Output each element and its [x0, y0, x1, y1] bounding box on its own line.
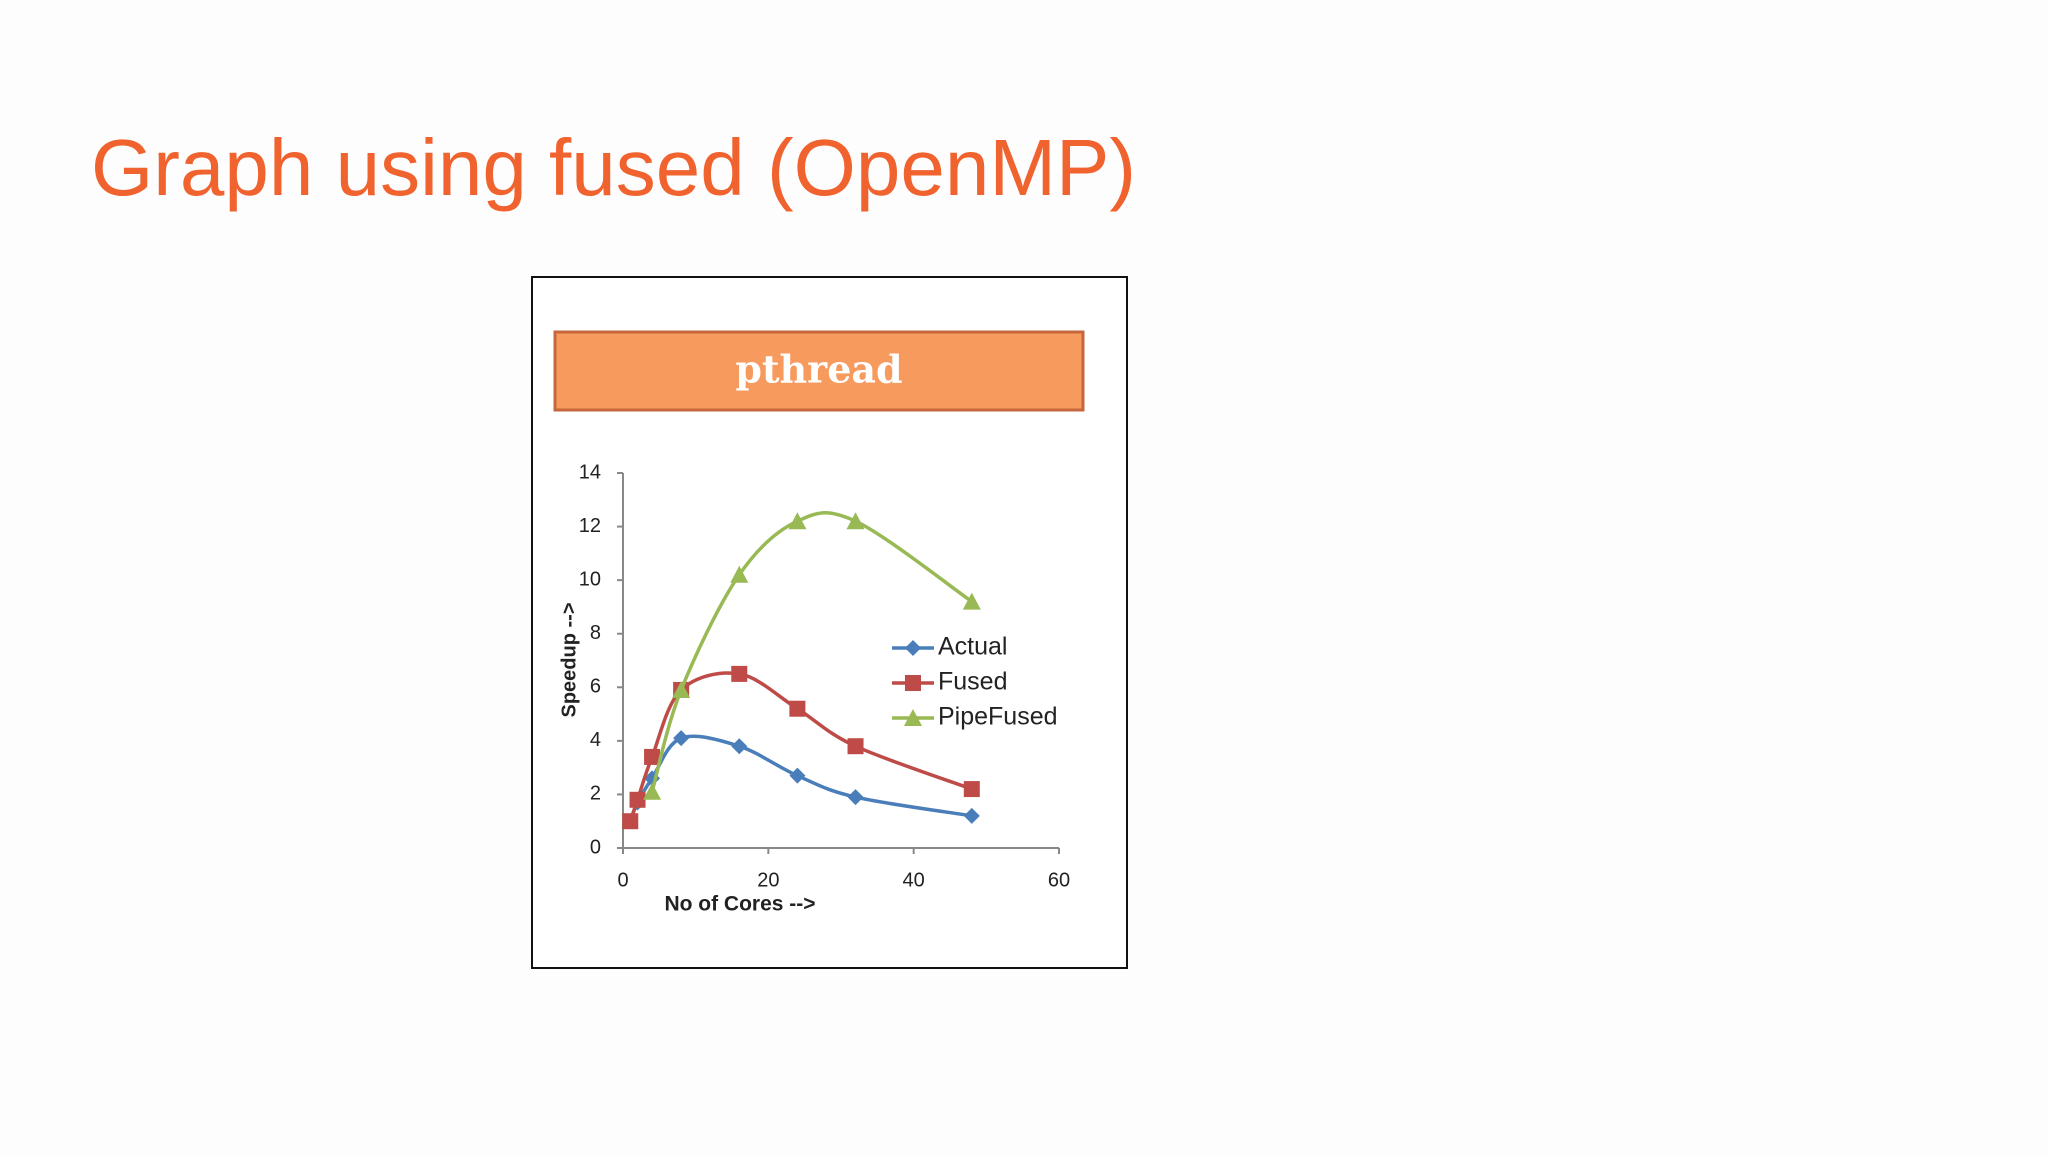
x-tick-label: 20 — [757, 869, 779, 891]
chart-title: pthread — [735, 347, 902, 392]
x-tick-label: 40 — [903, 869, 925, 891]
y-tick-label: 0 — [590, 836, 601, 858]
y-tick-label: 2 — [590, 783, 601, 805]
data-point — [846, 512, 865, 530]
x-axis-label: No of Cores --> — [664, 893, 815, 916]
chart-title-box — [553, 330, 1085, 412]
data-point — [963, 781, 980, 798]
y-tick-label: 4 — [590, 729, 601, 751]
data-point — [962, 592, 981, 610]
data-point — [789, 767, 806, 784]
legend-label: Fused — [938, 668, 1007, 696]
data-point — [629, 791, 646, 808]
data-point — [730, 565, 749, 583]
plot: 0 2 4 6 8 10 12 14 0 20 40 60 Actual Fused PipeFused — [579, 461, 1070, 891]
legend-label: Actual — [938, 633, 1007, 661]
data-point — [847, 738, 864, 755]
data-point — [847, 789, 864, 806]
y-tick-label: 6 — [590, 676, 601, 698]
data-point — [643, 782, 662, 800]
series-line — [650, 511, 973, 793]
data-point — [622, 813, 639, 830]
legend-marker — [905, 675, 921, 691]
x-tick-label: 60 — [1048, 869, 1070, 891]
data-point — [788, 512, 807, 530]
y-tick-label: 10 — [579, 568, 601, 590]
data-point — [789, 700, 806, 717]
data-point — [963, 807, 980, 824]
legend-marker — [904, 709, 922, 726]
legend-marker — [905, 640, 921, 656]
data-point — [644, 748, 661, 765]
data-point — [673, 730, 690, 747]
x-tick-label: 0 — [617, 869, 628, 891]
legend-label: PipeFused — [938, 703, 1058, 731]
y-tick-label: 12 — [579, 515, 601, 537]
data-point — [672, 680, 691, 698]
y-tick-label: 14 — [579, 461, 601, 483]
y-axis-label: Speedup --> — [558, 602, 580, 717]
slide-title: Graph using fused (OpenMP) — [91, 123, 1136, 212]
data-point — [731, 665, 748, 682]
y-tick-label: 8 — [590, 622, 601, 644]
data-point — [731, 738, 748, 755]
